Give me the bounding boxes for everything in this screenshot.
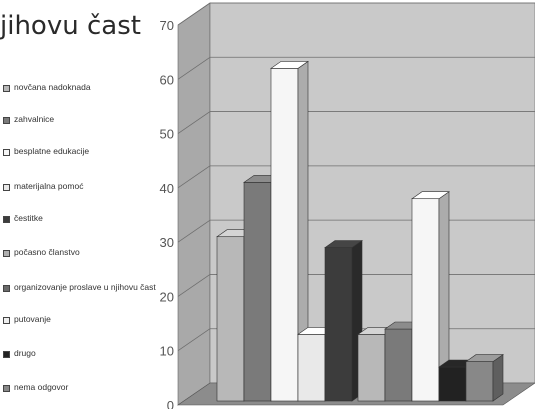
y-tick-label: 60 [160,72,174,87]
legend-item: drugo [3,348,164,358]
gridline-side [177,274,211,297]
bar [438,366,467,402]
bar-top [324,240,363,248]
bar [243,182,272,402]
gridline-side [177,111,211,134]
legend-label: organizovanje proslave u njihovu čast [14,282,156,292]
bar-side [492,353,504,402]
bar [411,198,440,402]
legend-label: nema odgovor [14,382,69,392]
legend-swatch [3,117,10,124]
legend-swatch [3,351,10,358]
legend-label: zahvalnice [14,114,55,124]
legend-label: počasno članstvo [14,247,80,257]
legend-item: počasno članstvo [3,247,164,257]
legend-swatch [3,184,10,191]
chart-title-fragment: jihovu čast [0,11,141,41]
bar-top [411,191,450,200]
bar [297,334,326,402]
bar [216,236,245,402]
legend-item: besplatne edukacije [3,146,164,156]
gridline-side [177,219,211,243]
gridline-side [177,328,211,352]
y-tick-label: 50 [160,127,174,142]
legend-swatch [3,250,10,257]
legend-swatch [3,216,10,223]
legend-label: čestitke [14,213,43,223]
legend-swatch [3,85,10,92]
legend-item: materijalna pomoć [3,181,164,191]
legend-label: novčana nadoknada [14,82,91,92]
legend-swatch [3,149,10,156]
legend-swatch [3,285,10,292]
legend-item: novčana nadoknada [3,82,164,92]
y-tick-label: 0 [167,398,174,409]
legend-swatch [3,385,10,392]
y-tick-label: 10 [160,344,174,359]
bar [465,361,494,402]
legend-swatch [3,317,10,324]
gridline-side [177,2,211,26]
legend-item: nema odgovor [3,382,164,392]
legend-label: materijalna pomoć [14,181,84,191]
legend-label: putovanje [14,314,51,324]
legend-label: drugo [14,348,36,358]
y-tick-label: 20 [160,289,174,304]
y-tick-label: 30 [160,235,174,250]
y-tick-label: 40 [160,181,174,196]
legend-item: čestitke [3,213,164,223]
legend-item: zahvalnice [3,114,164,124]
side-wall [177,2,211,406]
bar [384,328,413,402]
legend-label: besplatne edukacije [14,146,90,156]
bar-top [270,61,309,69]
legend-item: putovanje [3,314,164,324]
bar-top [465,354,504,362]
gridline-side [177,56,211,80]
bar [324,247,353,402]
legend-item: organizovanje proslave u njihovu čast [3,282,164,292]
gridline-side [177,165,211,189]
y-tick-label: 70 [160,18,174,33]
bar [270,68,299,402]
bar [357,334,386,402]
